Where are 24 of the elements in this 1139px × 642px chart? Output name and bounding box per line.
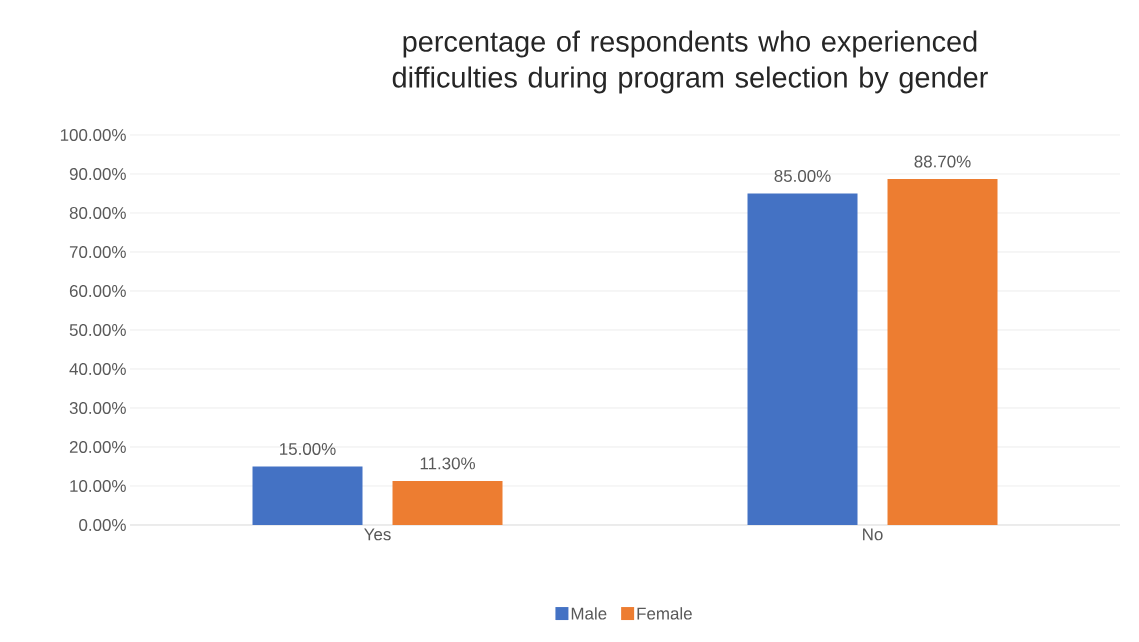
y-tick-label: 10.00% [70, 479, 126, 492]
bar [392, 480, 503, 525]
bar [252, 466, 363, 525]
y-tick-label: 30.00% [69, 401, 126, 414]
data-label: 15.00% [280, 442, 336, 455]
y-tick-label: 40.00% [69, 362, 126, 375]
data-label: 88.70% [914, 155, 971, 168]
bar [887, 179, 998, 525]
data-label: 11.30% [420, 457, 475, 470]
y-tick-label: 0.00% [79, 518, 126, 531]
legend-label: Female [637, 607, 692, 620]
x-tick-label: Yes [364, 528, 391, 541]
y-tick-label: 60.00% [69, 284, 126, 297]
chart-title: percentage of respondents who experienced difficulties during program selection by gender [392, 30, 988, 94]
bar [747, 193, 858, 525]
y-tick-label: 80.00% [69, 206, 126, 219]
y-tick-label: 50.00% [69, 323, 126, 336]
y-tick-label: 100.00% [60, 128, 126, 141]
y-tick-label: 20.00% [69, 440, 126, 453]
data-label: 85.00% [774, 169, 831, 182]
x-tick-label: No [863, 528, 883, 541]
legend-label: Male [571, 607, 607, 620]
y-tick-label: 90.00% [69, 167, 126, 180]
y-tick-label: 70.00% [69, 245, 126, 258]
